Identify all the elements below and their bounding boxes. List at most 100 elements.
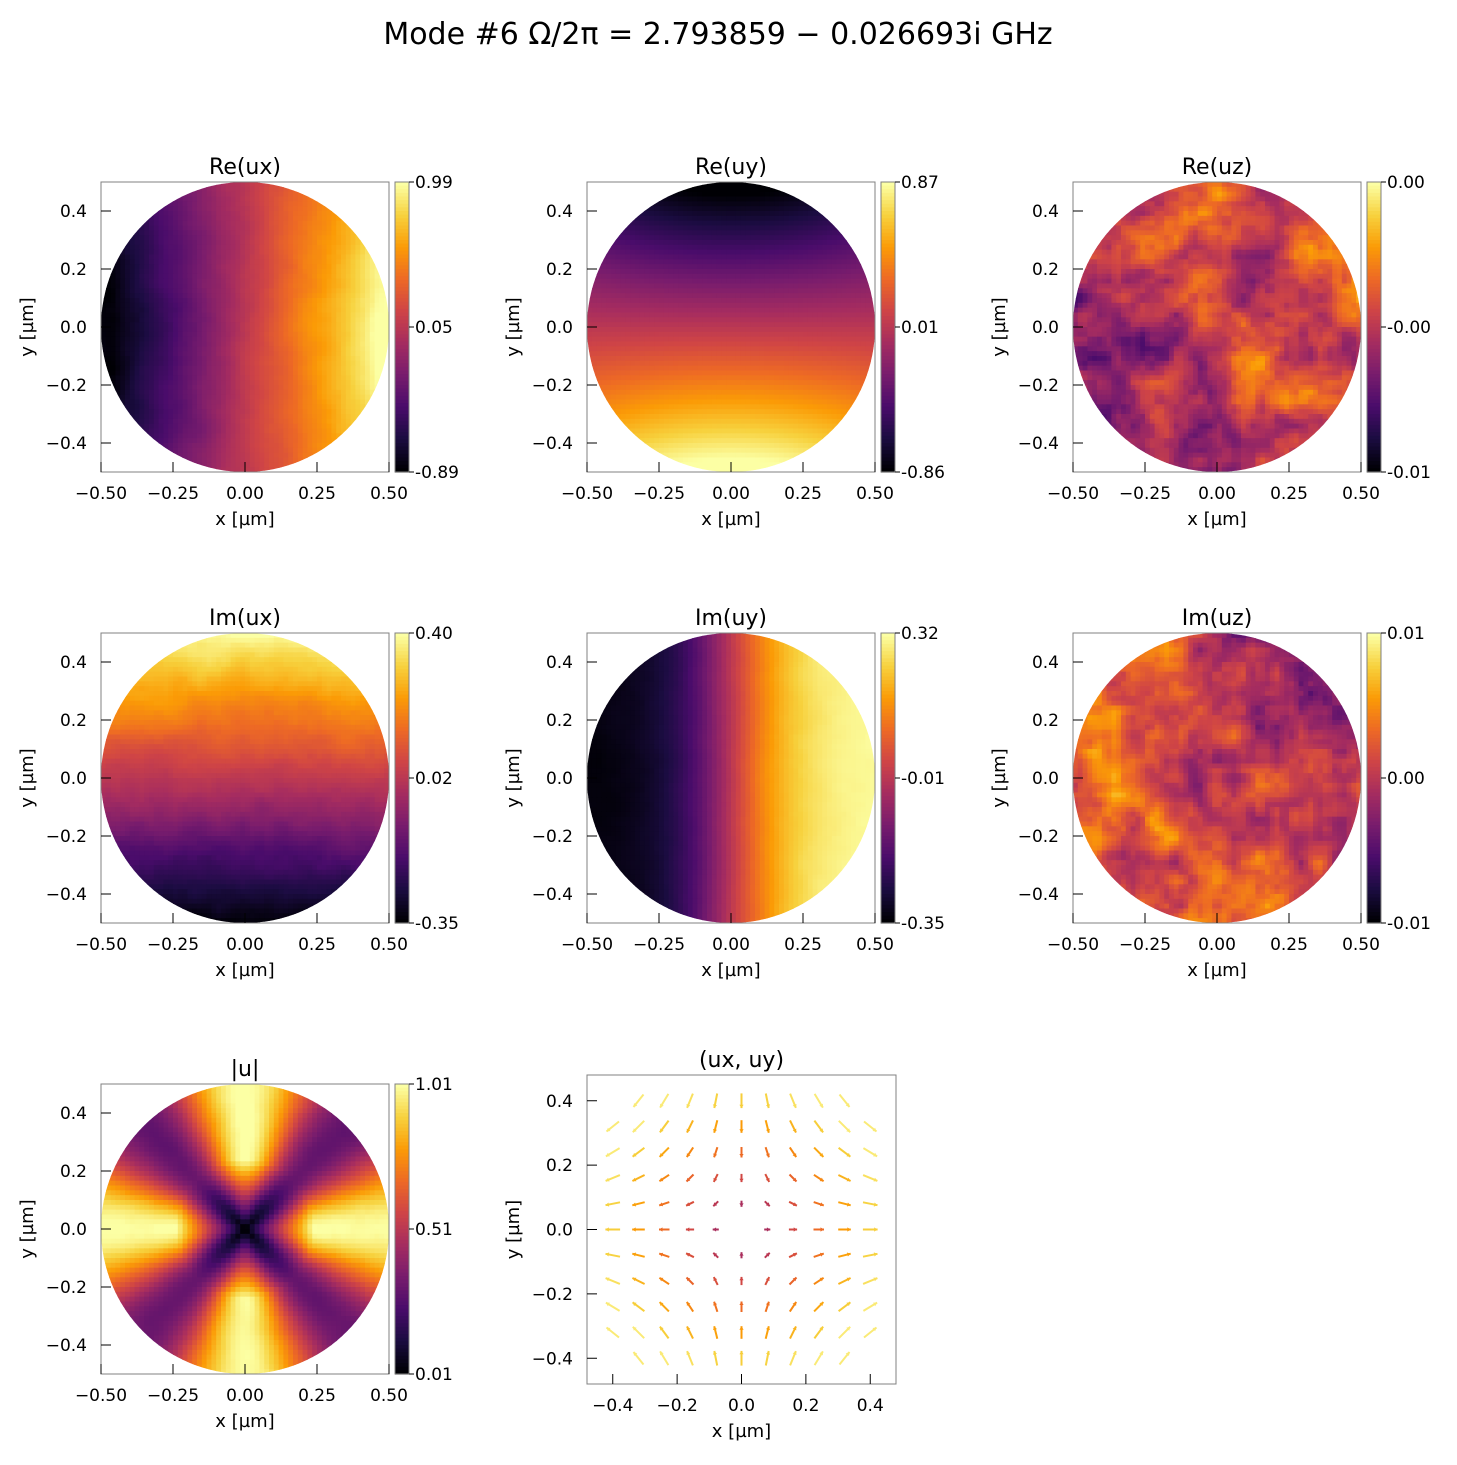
heatmap-cell [587, 356, 593, 362]
heatmap-cell [139, 230, 145, 236]
heatmap-cell [331, 269, 337, 275]
heatmap-cell [702, 307, 708, 314]
heatmap-cell [841, 312, 847, 318]
heatmap-cell [216, 331, 222, 338]
heatmap-cell [831, 249, 838, 256]
heatmap-cell [134, 365, 140, 372]
heatmap-cell [678, 346, 684, 352]
heatmap-cell [264, 215, 270, 222]
heatmap-cell [822, 225, 828, 231]
heatmap-cell [197, 244, 203, 251]
heatmap-cell [620, 225, 626, 231]
heatmap-cell [336, 370, 342, 376]
heatmap-cell [596, 317, 602, 323]
heatmap-cell [297, 438, 304, 444]
heatmap-cell [216, 225, 222, 231]
heatmap-cell [125, 259, 131, 265]
heatmap-cell [678, 298, 684, 304]
heatmap-cell [293, 322, 299, 328]
heatmap-cell [197, 341, 203, 347]
heatmap-cell [326, 341, 332, 347]
heatmap-cell [750, 288, 756, 294]
heatmap-cell [326, 264, 332, 270]
heatmap-cell [345, 235, 352, 241]
heatmap-cell [769, 307, 775, 314]
heatmap-cell [317, 293, 323, 299]
heatmap-cell [120, 288, 126, 294]
heatmap-cell [731, 346, 737, 352]
heatmap-cell [192, 346, 198, 352]
heatmap-cell [278, 399, 284, 405]
heatmap-cell [249, 414, 256, 420]
heatmap-cell [153, 225, 160, 231]
heatmap-cell [211, 356, 217, 362]
heatmap-cell [355, 298, 361, 304]
colorbar-segment [395, 330, 409, 335]
heatmap-cell [264, 356, 270, 362]
heatmap-cell [192, 365, 198, 372]
heatmap-cell [360, 322, 366, 328]
heatmap-cell [779, 220, 785, 227]
heatmap-cell [173, 327, 179, 333]
heatmap-cell [659, 249, 665, 256]
heatmap-cell [110, 293, 116, 299]
heatmap-cell [240, 302, 246, 309]
heatmap-cell [807, 206, 814, 212]
colorbar-segment [395, 450, 409, 455]
heatmap-cell [860, 269, 866, 275]
heatmap-cell [240, 298, 246, 304]
heatmap-cell [182, 211, 188, 217]
heatmap-cell [379, 288, 385, 294]
heatmap-cell [249, 278, 256, 285]
heatmap-cell [144, 423, 150, 430]
heatmap-cell [187, 399, 193, 405]
heatmap-cell [774, 336, 780, 343]
heatmap-cell [225, 331, 232, 338]
heatmap-cell [211, 404, 217, 410]
heatmap-cell [197, 414, 203, 420]
heatmap-cell [596, 259, 602, 265]
heatmap-cell [831, 298, 838, 304]
heatmap-cell [644, 225, 650, 231]
heatmap-cell [817, 244, 823, 251]
heatmap-cell [182, 389, 188, 396]
heatmap-cell [331, 273, 337, 280]
heatmap-cell [649, 230, 655, 236]
heatmap-cell [851, 244, 857, 251]
heatmap-cell [230, 443, 236, 449]
heatmap-cell [750, 220, 756, 227]
heatmap-cell [221, 438, 227, 444]
heatmap-cell [278, 394, 284, 401]
heatmap-cell [779, 230, 785, 236]
heatmap-cell [812, 351, 818, 357]
heatmap-cell [173, 206, 179, 212]
heatmap-cell [788, 346, 794, 352]
heatmap-cell [649, 259, 655, 265]
heatmap-cell [783, 244, 790, 251]
heatmap-cell [798, 191, 804, 198]
heatmap-cell [129, 356, 136, 362]
heatmap-cell [144, 283, 150, 289]
heatmap-cell [283, 186, 289, 193]
heatmap-cell [812, 211, 818, 217]
heatmap-cell [177, 307, 184, 314]
heatmap-cell [307, 215, 313, 222]
heatmap-cell [860, 327, 866, 333]
heatmap-cell [230, 249, 236, 256]
heatmap-cell [273, 375, 280, 381]
heatmap-cell [216, 293, 222, 299]
heatmap-cell [350, 336, 356, 343]
colorbar-segment [395, 279, 409, 285]
colorbar-segment [395, 301, 409, 306]
x-tick-label: 0.25 [298, 484, 336, 504]
heatmap-cell [855, 336, 862, 343]
heatmap-cell [273, 447, 280, 454]
heatmap-cell [134, 278, 140, 285]
heatmap-cell [649, 336, 655, 343]
heatmap-cell [273, 370, 280, 376]
heatmap-cell [245, 331, 251, 338]
heatmap-cell [163, 322, 169, 328]
heatmap-cell [707, 351, 713, 357]
heatmap-cell [173, 201, 179, 207]
heatmap-cell [302, 211, 308, 217]
